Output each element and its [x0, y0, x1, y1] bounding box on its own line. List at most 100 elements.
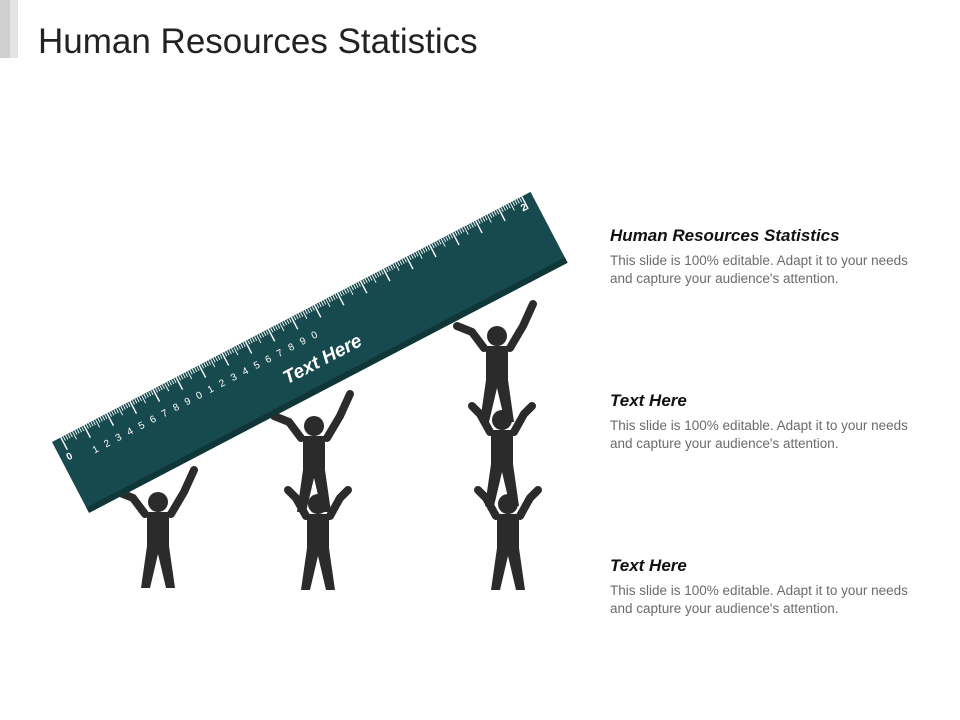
accent-bar-light: [10, 0, 18, 58]
ruler-tick: [108, 411, 112, 417]
ruler-tick: [157, 386, 161, 392]
ruler-tick: [210, 358, 216, 368]
ruler-digit: 7: [160, 408, 170, 421]
ruler-tick: [224, 351, 228, 357]
accent-bar-dark: [0, 0, 10, 58]
ruler-tick: [459, 228, 463, 234]
ruler-tick: [426, 245, 430, 251]
ruler-edge: [86, 257, 568, 513]
ruler-tick: [346, 287, 350, 293]
ruler-tick: [214, 356, 218, 362]
ruler-tick: [265, 329, 269, 335]
ruler-tick: [251, 337, 255, 343]
ruler-tick: [221, 352, 230, 366]
ruler-tick: [281, 321, 285, 327]
ruler-tick: [422, 248, 426, 253]
ruler-tick: [304, 309, 308, 315]
ruler-tick: [479, 217, 483, 223]
ruler-tick: [512, 201, 516, 206]
ruler-tick: [309, 307, 313, 312]
ruler-tick: [495, 209, 500, 215]
ruler-digit: 3: [114, 432, 124, 445]
ruler-tick: [341, 290, 345, 296]
ruler-body: [52, 191, 568, 513]
ruler-tick: [369, 275, 373, 281]
ruler-tick: [431, 243, 435, 249]
ruler-tick: [131, 399, 136, 405]
ruler-tick: [461, 227, 465, 233]
ruler-tick: [491, 211, 495, 217]
ruler-tick: [493, 210, 497, 216]
ruler-tick: [136, 397, 140, 403]
ruler-digit: 7: [275, 347, 285, 360]
ruler-tick: [138, 396, 142, 402]
ruler-tick: [74, 429, 78, 435]
ruler-tick: [207, 360, 212, 365]
ruler-tick: [235, 345, 239, 351]
ruler-tick: [145, 392, 149, 398]
ruler-tick: [332, 295, 336, 300]
ruler-tick: [177, 375, 182, 381]
ruler-tick: [357, 281, 361, 287]
ruler-tick: [141, 394, 147, 404]
ruler-tick: [385, 267, 389, 273]
ruler-digit: 0: [310, 329, 320, 342]
ruler-tick: [219, 354, 223, 359]
ruler-digit: 2: [102, 438, 112, 451]
ruler-tick: [120, 405, 124, 411]
ruler-tick: [76, 428, 80, 434]
ruler-tick: [115, 408, 119, 414]
ruler-tick: [486, 214, 492, 223]
ruler-tick: [111, 410, 115, 416]
ruler-tick: [180, 374, 184, 380]
ruler-tick: [203, 362, 207, 368]
ruler-tick: [99, 416, 103, 422]
ruler-tick: [389, 264, 394, 270]
ruler-tick: [101, 415, 106, 421]
ruler-tick: [468, 223, 472, 229]
ruler-tick: [293, 315, 297, 321]
ruler-tick: [300, 311, 304, 317]
ruler-tick: [521, 196, 529, 210]
ruler-tick: [456, 229, 460, 235]
ruler-tick: [392, 263, 396, 269]
ruler-tick: [297, 313, 301, 318]
ruler-digit: 9: [298, 335, 308, 348]
ruler-tick: [212, 357, 216, 363]
ruler-tick: [92, 420, 96, 426]
ruler-digit: 8: [171, 402, 181, 415]
ruler-tick: [440, 238, 446, 247]
ruler-tick: [148, 391, 152, 397]
ruler-tick: [489, 213, 493, 218]
ruler-tick: [451, 232, 460, 246]
ruler-tick: [470, 222, 474, 228]
ruler-tick: [244, 340, 253, 354]
ruler-digit: 8: [287, 341, 297, 354]
ruler-tick: [410, 254, 414, 259]
slide-title: Human Resources Statistics: [38, 22, 478, 61]
ruler-tick: [477, 219, 481, 224]
ruler-tick: [129, 400, 138, 414]
ruler-tick: [343, 288, 347, 294]
ruler-tick: [505, 204, 509, 210]
ruler-tick: [405, 256, 414, 270]
ruler-tick: [97, 417, 101, 423]
ruler-digit: 4: [125, 426, 135, 439]
ruler-tick: [516, 198, 520, 204]
ruler-tick: [438, 239, 442, 245]
text-block-heading: Text Here: [610, 391, 687, 410]
ruler-tick: [295, 314, 299, 320]
ruler-tick: [445, 235, 449, 241]
ruler-tick: [424, 246, 428, 252]
ruler-tick: [387, 266, 391, 271]
ruler-tick: [65, 434, 69, 440]
ruler-tick: [394, 262, 400, 271]
ruler-tick: [152, 388, 161, 402]
ruler-tick: [313, 304, 322, 318]
ruler-tick: [198, 364, 207, 378]
ruler-tick: [415, 251, 419, 257]
ruler-tick: [366, 276, 371, 282]
ruler-tick: [376, 272, 380, 277]
ruler-tick: [279, 322, 285, 332]
